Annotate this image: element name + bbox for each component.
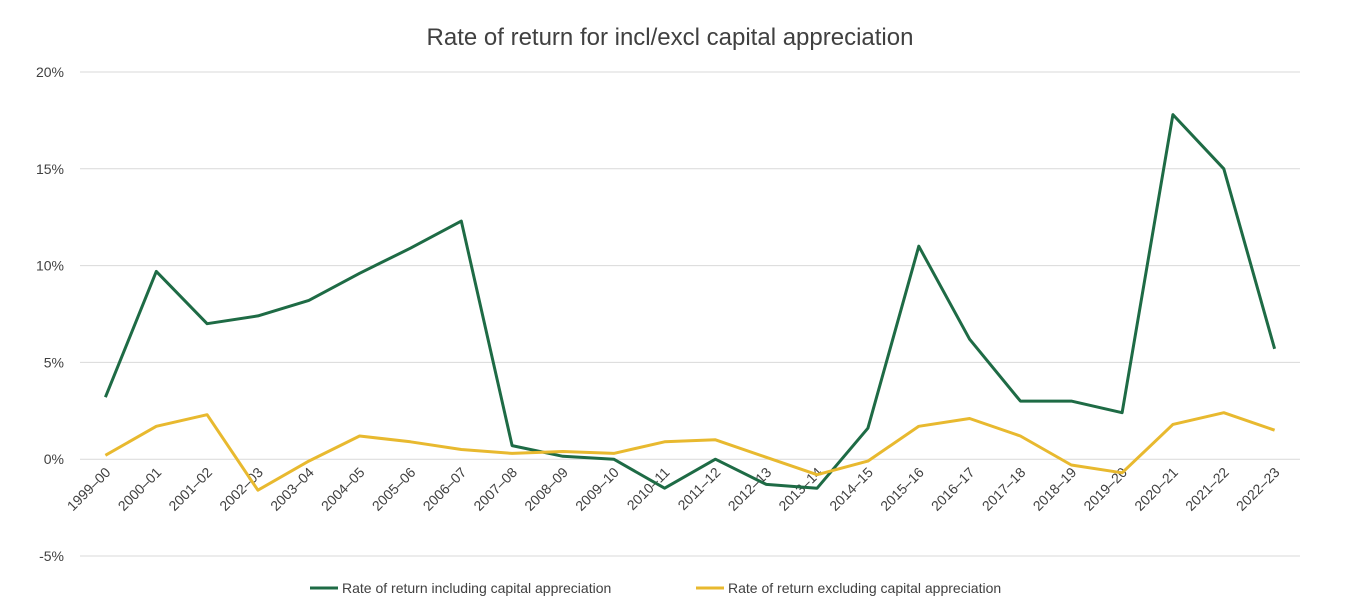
x-tick-label: 2021–22 bbox=[1182, 464, 1232, 514]
x-tick-label: 2015–16 bbox=[877, 464, 927, 514]
legend-label-excluding: Rate of return excluding capital appreci… bbox=[728, 580, 1001, 596]
y-axis-ticks: 20% 15% 10% 5% 0% -5% bbox=[36, 64, 64, 564]
x-tick-label: 2017–18 bbox=[979, 464, 1029, 514]
x-tick-label: 2022–23 bbox=[1233, 464, 1283, 514]
y-tick-label: 10% bbox=[36, 258, 64, 274]
x-tick-label: 2006–07 bbox=[420, 464, 470, 514]
y-tick-label: 5% bbox=[44, 354, 64, 370]
x-tick-label: 2011–12 bbox=[674, 464, 723, 513]
x-tick-label: 2005–06 bbox=[369, 464, 419, 514]
series-line-excluding bbox=[104, 411, 1276, 492]
x-tick-label: 2004–05 bbox=[318, 464, 368, 514]
x-tick-label: 2008–09 bbox=[521, 464, 571, 514]
gridlines bbox=[80, 71, 1300, 557]
x-tick-label: 2016–17 bbox=[928, 464, 978, 514]
chart-title: Rate of return for incl/excl capital app… bbox=[427, 24, 914, 51]
x-tick-label: 2018–19 bbox=[1030, 464, 1080, 514]
y-tick-label: 20% bbox=[36, 64, 64, 80]
x-tick-label: 2000–01 bbox=[115, 464, 165, 514]
legend-label-including: Rate of return including capital appreci… bbox=[342, 580, 611, 596]
y-tick-label: -5% bbox=[39, 548, 64, 564]
x-tick-label: 1999–00 bbox=[64, 464, 114, 514]
legend: Rate of return including capital appreci… bbox=[310, 580, 1001, 596]
series-lines bbox=[104, 113, 1277, 492]
y-tick-label: 0% bbox=[44, 451, 64, 467]
x-tick-label: 2009–10 bbox=[572, 464, 622, 514]
x-tick-label: 2020–21 bbox=[1131, 464, 1181, 514]
x-tick-label: 2007–08 bbox=[470, 464, 520, 514]
series-line-including bbox=[104, 113, 1277, 490]
x-tick-label: 2001–02 bbox=[165, 464, 215, 514]
y-tick-label: 15% bbox=[36, 161, 64, 177]
x-tick-label: 2012–13 bbox=[725, 464, 775, 514]
